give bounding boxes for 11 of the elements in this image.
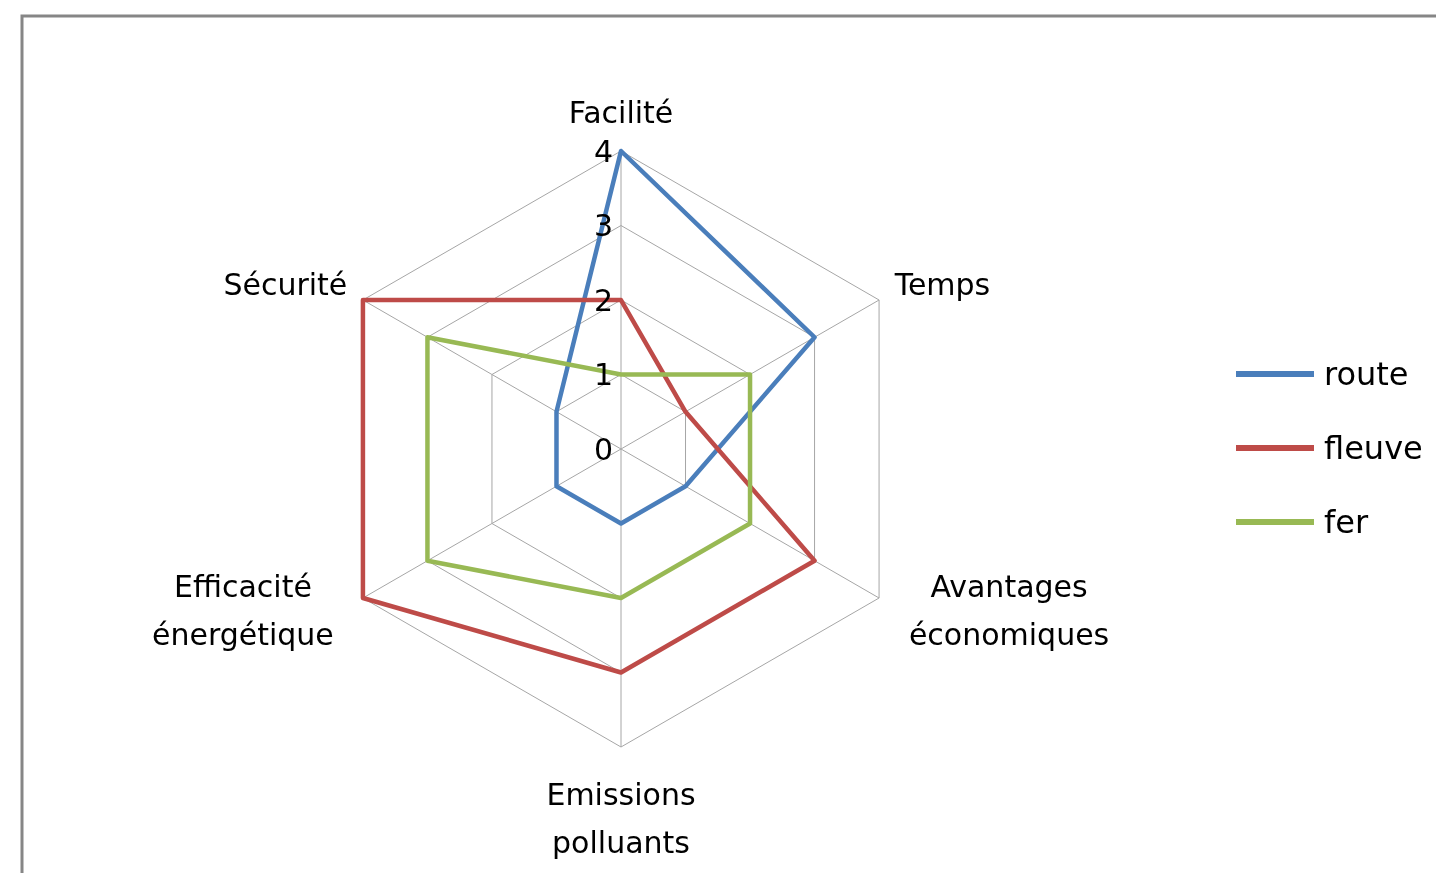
legend-label: fleuve [1324, 429, 1423, 468]
legend-label: fer [1324, 503, 1369, 542]
legend-label: route [1324, 355, 1409, 394]
y-tick-label: 4 [593, 133, 613, 169]
spoke-label: Emissions polluants [546, 777, 696, 860]
spoke-label: Avantages économiques [908, 569, 1110, 652]
spoke-label: Facilité [568, 95, 674, 130]
y-tick-label: 0 [593, 431, 613, 467]
spoke-label: Temps [893, 267, 991, 302]
spoke-label: Sécurité [223, 267, 348, 302]
spoke-label: Efficacité énergétique [151, 569, 334, 652]
